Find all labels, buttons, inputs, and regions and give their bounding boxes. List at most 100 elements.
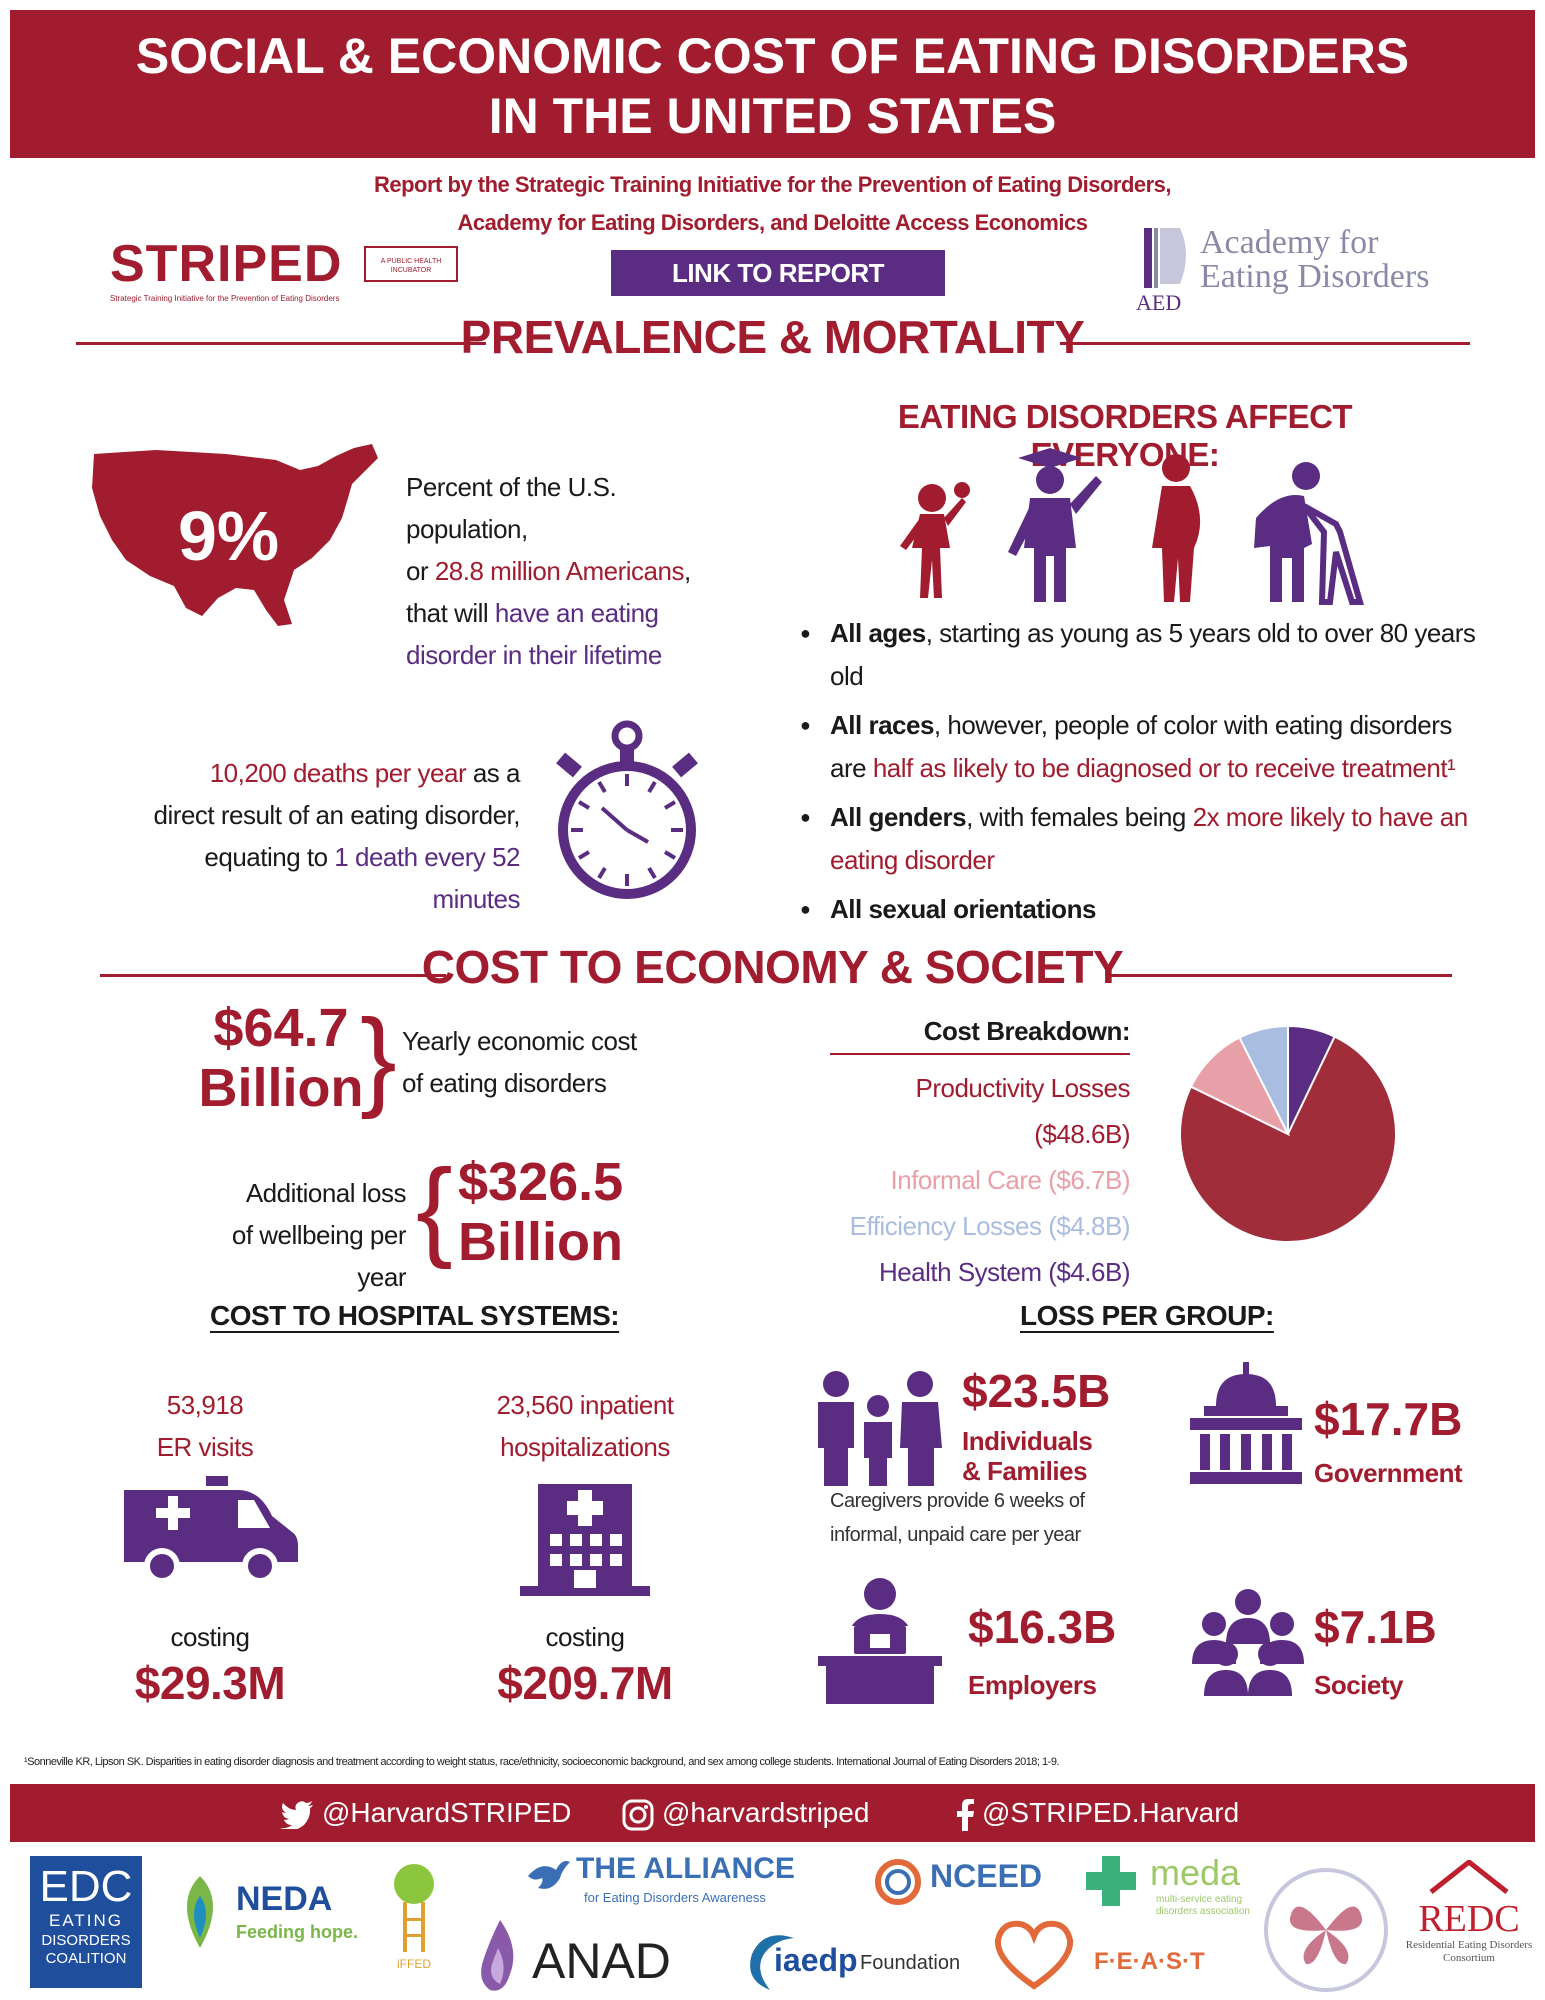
bullet-highlight: half as likely to be diagnosed or to rec… [872,753,1456,783]
twitter-link[interactable]: @HarvardSTRIPED [280,1784,571,1842]
cost-breakdown-pie-chart [1179,1024,1397,1243]
pct-text-3a: that will [406,598,495,628]
legend-health-system: Health System ($4.6B) [878,1257,1131,1287]
government-building-icon [1190,1362,1302,1484]
twitter-icon [280,1800,313,1831]
er-line1: 53,918 [166,1390,244,1420]
prevalence-section-title: PREVALENCE & MORTALITY [460,311,1085,363]
wellbeing-loss-amount: $326.5 Billion [458,1152,623,1272]
loss-text-2: of wellbeing per year [231,1220,407,1292]
report-attribution: Report by the Strategic Training Initiat… [0,166,1545,242]
pie-slice-productivity-losses [1179,1035,1397,1243]
cost-breakdown-legend: Cost Breakdown: Productivity Losses ($48… [830,1016,1131,1295]
left-brace-icon: { [416,1147,453,1270]
nceed-logo: NCEED [874,1854,1064,1914]
individuals-label-2: & Families [962,1456,1088,1486]
partner-logos: EDC EATING DISORDERS COALITION NEDA Feed… [0,1848,1545,2000]
hospital-costs-title: COST TO HOSPITAL SYSTEMS: [210,1300,620,1331]
nceed-name: NCEED [930,1858,1043,1894]
alliance-name: THE ALLIANCE [576,1852,795,1885]
bullet-bold: All sexual orientations [830,894,1096,924]
society-group-icon [1192,1589,1304,1696]
page-title-line1: SOCIAL & ECONOMIC COST OF EATING DISORDE… [135,28,1410,84]
feast-heart-icon [994,1920,1074,1990]
deaths-1b: as a [466,758,521,788]
neda-logo: NEDA Feeding hope. [170,1868,370,1968]
iaedp-name: iaedp [774,1942,858,1978]
pct-text-2b: 28.8 million Americans [434,556,685,586]
redc-logo: REDC Residential Eating Disorders Consor… [1404,1858,1534,1990]
aed-abbr: AED [1136,290,1182,315]
stopwatch-icon [556,720,698,899]
loss-per-group-title: LOSS PER GROUP: [1020,1300,1274,1331]
feast-logo [992,1920,1092,1996]
graduate-icon [1008,448,1102,602]
affect-everyone-title: EATING DISORDERS AFFECT EVERYONE: [897,398,1353,473]
anad-name: ANAD [532,1933,671,1989]
redc-tagline: Residential Eating Disorders Consortium [1405,1939,1533,1964]
facebook-icon [957,1798,974,1831]
bullet-genders: All genders, with females being 2x more … [800,796,1480,882]
society-amount: $7.1B [1314,1601,1437,1653]
aed-logo: Academy for Eating Disorders AED [1136,224,1436,316]
feast-name: F·E·A·S·T [1094,1948,1205,1975]
iffed-tree-icon [394,1864,434,1952]
costing-label: costing [545,1622,625,1652]
divider-line [100,974,446,977]
neda-leaf-icon [187,1876,213,1948]
economy-section-header: COST TO ECONOMY & SOCIETY [0,940,1545,994]
employers-amount: $16.3B [968,1601,1117,1653]
deaths-3b: 1 death every 52 minutes [334,842,520,914]
caregivers-note: Caregivers provide 6 weeks of informal, … [830,1484,1090,1552]
neda-name: NEDA [236,1880,333,1918]
right-brace-icon: } [360,997,397,1120]
society-label: Society [1314,1670,1404,1700]
yearly-cost-amount: $64.7 Billion [196,998,366,1118]
bullet-text: , however, people of color with eating d… [830,710,1452,783]
deaths-1a: 10,200 deaths per year [209,758,467,788]
pie-slice-efficiency-losses [1238,1024,1289,1135]
footnote: ¹Sonneville KR, Lipson SK. Disparities i… [24,1756,1060,1768]
pregnant-person-icon [1152,454,1201,602]
instagram-link[interactable]: @harvardstriped [622,1784,869,1842]
affect-bullet-list: All ages, starting as young as 5 years o… [800,612,1480,937]
redc-roof-icon [1429,1858,1509,1894]
iaedp-logo: iaedp Foundation [744,1928,984,1998]
divider-line [1060,342,1470,345]
meda-name: meda [1150,1852,1241,1893]
government-label: Government [1314,1458,1463,1488]
butterfly-icon [1289,1906,1363,1965]
edc-disorders: DISORDERS [41,1932,131,1949]
yearly-text-2: of eating disorders [402,1068,607,1098]
facebook-link[interactable]: @STRIPED.Harvard [956,1784,1239,1842]
instagram-icon [622,1799,654,1831]
deaths-description: 10,200 deaths per year as a direct resul… [120,752,521,920]
alliance-bird-icon [528,1861,570,1889]
employers-label: Employers [968,1670,1097,1700]
bullet-races: All races, however, people of color with… [800,704,1480,790]
social-bar: @HarvardSTRIPED @harvardstriped @STRIPED… [10,1784,1535,1842]
alliance-logo: THE ALLIANCE for Eating Disorders Awaren… [526,1852,826,1912]
edc-coalition: COALITION [45,1950,127,1967]
er-cost-amount: $29.3M [134,1657,286,1709]
individuals-amount: $23.5B [962,1365,1111,1417]
bullet-highlight: 2x more likely to have an eating disorde… [830,802,1468,875]
costing-label: costing [170,1622,250,1652]
pct-text-4: disorder in their lifetime [406,640,662,670]
yearly-text-1: Yearly economic cost [402,1026,637,1056]
elderly-person-icon [1254,462,1364,605]
government-amount: $17.7B [1314,1393,1463,1445]
link-to-report-button[interactable]: LINK TO REPORT [611,250,945,296]
legend-informal-care: Informal Care ($6.7B) [890,1165,1131,1195]
instagram-handle: @harvardstriped [662,1797,870,1828]
report-line1: Report by the Strategic Training Initiat… [373,172,1172,197]
striped-badge: A PUBLIC HEALTH INCUBATOR [364,246,458,282]
meda-tagline: multi-service eating disorders associati… [1156,1894,1250,1917]
anad-logo: ANAD [476,1918,696,1998]
pct-text-2a: or [406,556,435,586]
bullet-bold: All genders [830,802,967,832]
report-line2: Academy for Eating Disorders, and Deloit… [457,210,1088,235]
pct-text-3b: have an eating [494,598,659,628]
aed-mark-icon [1144,228,1186,288]
individuals-label-1: Individuals [962,1426,1093,1456]
